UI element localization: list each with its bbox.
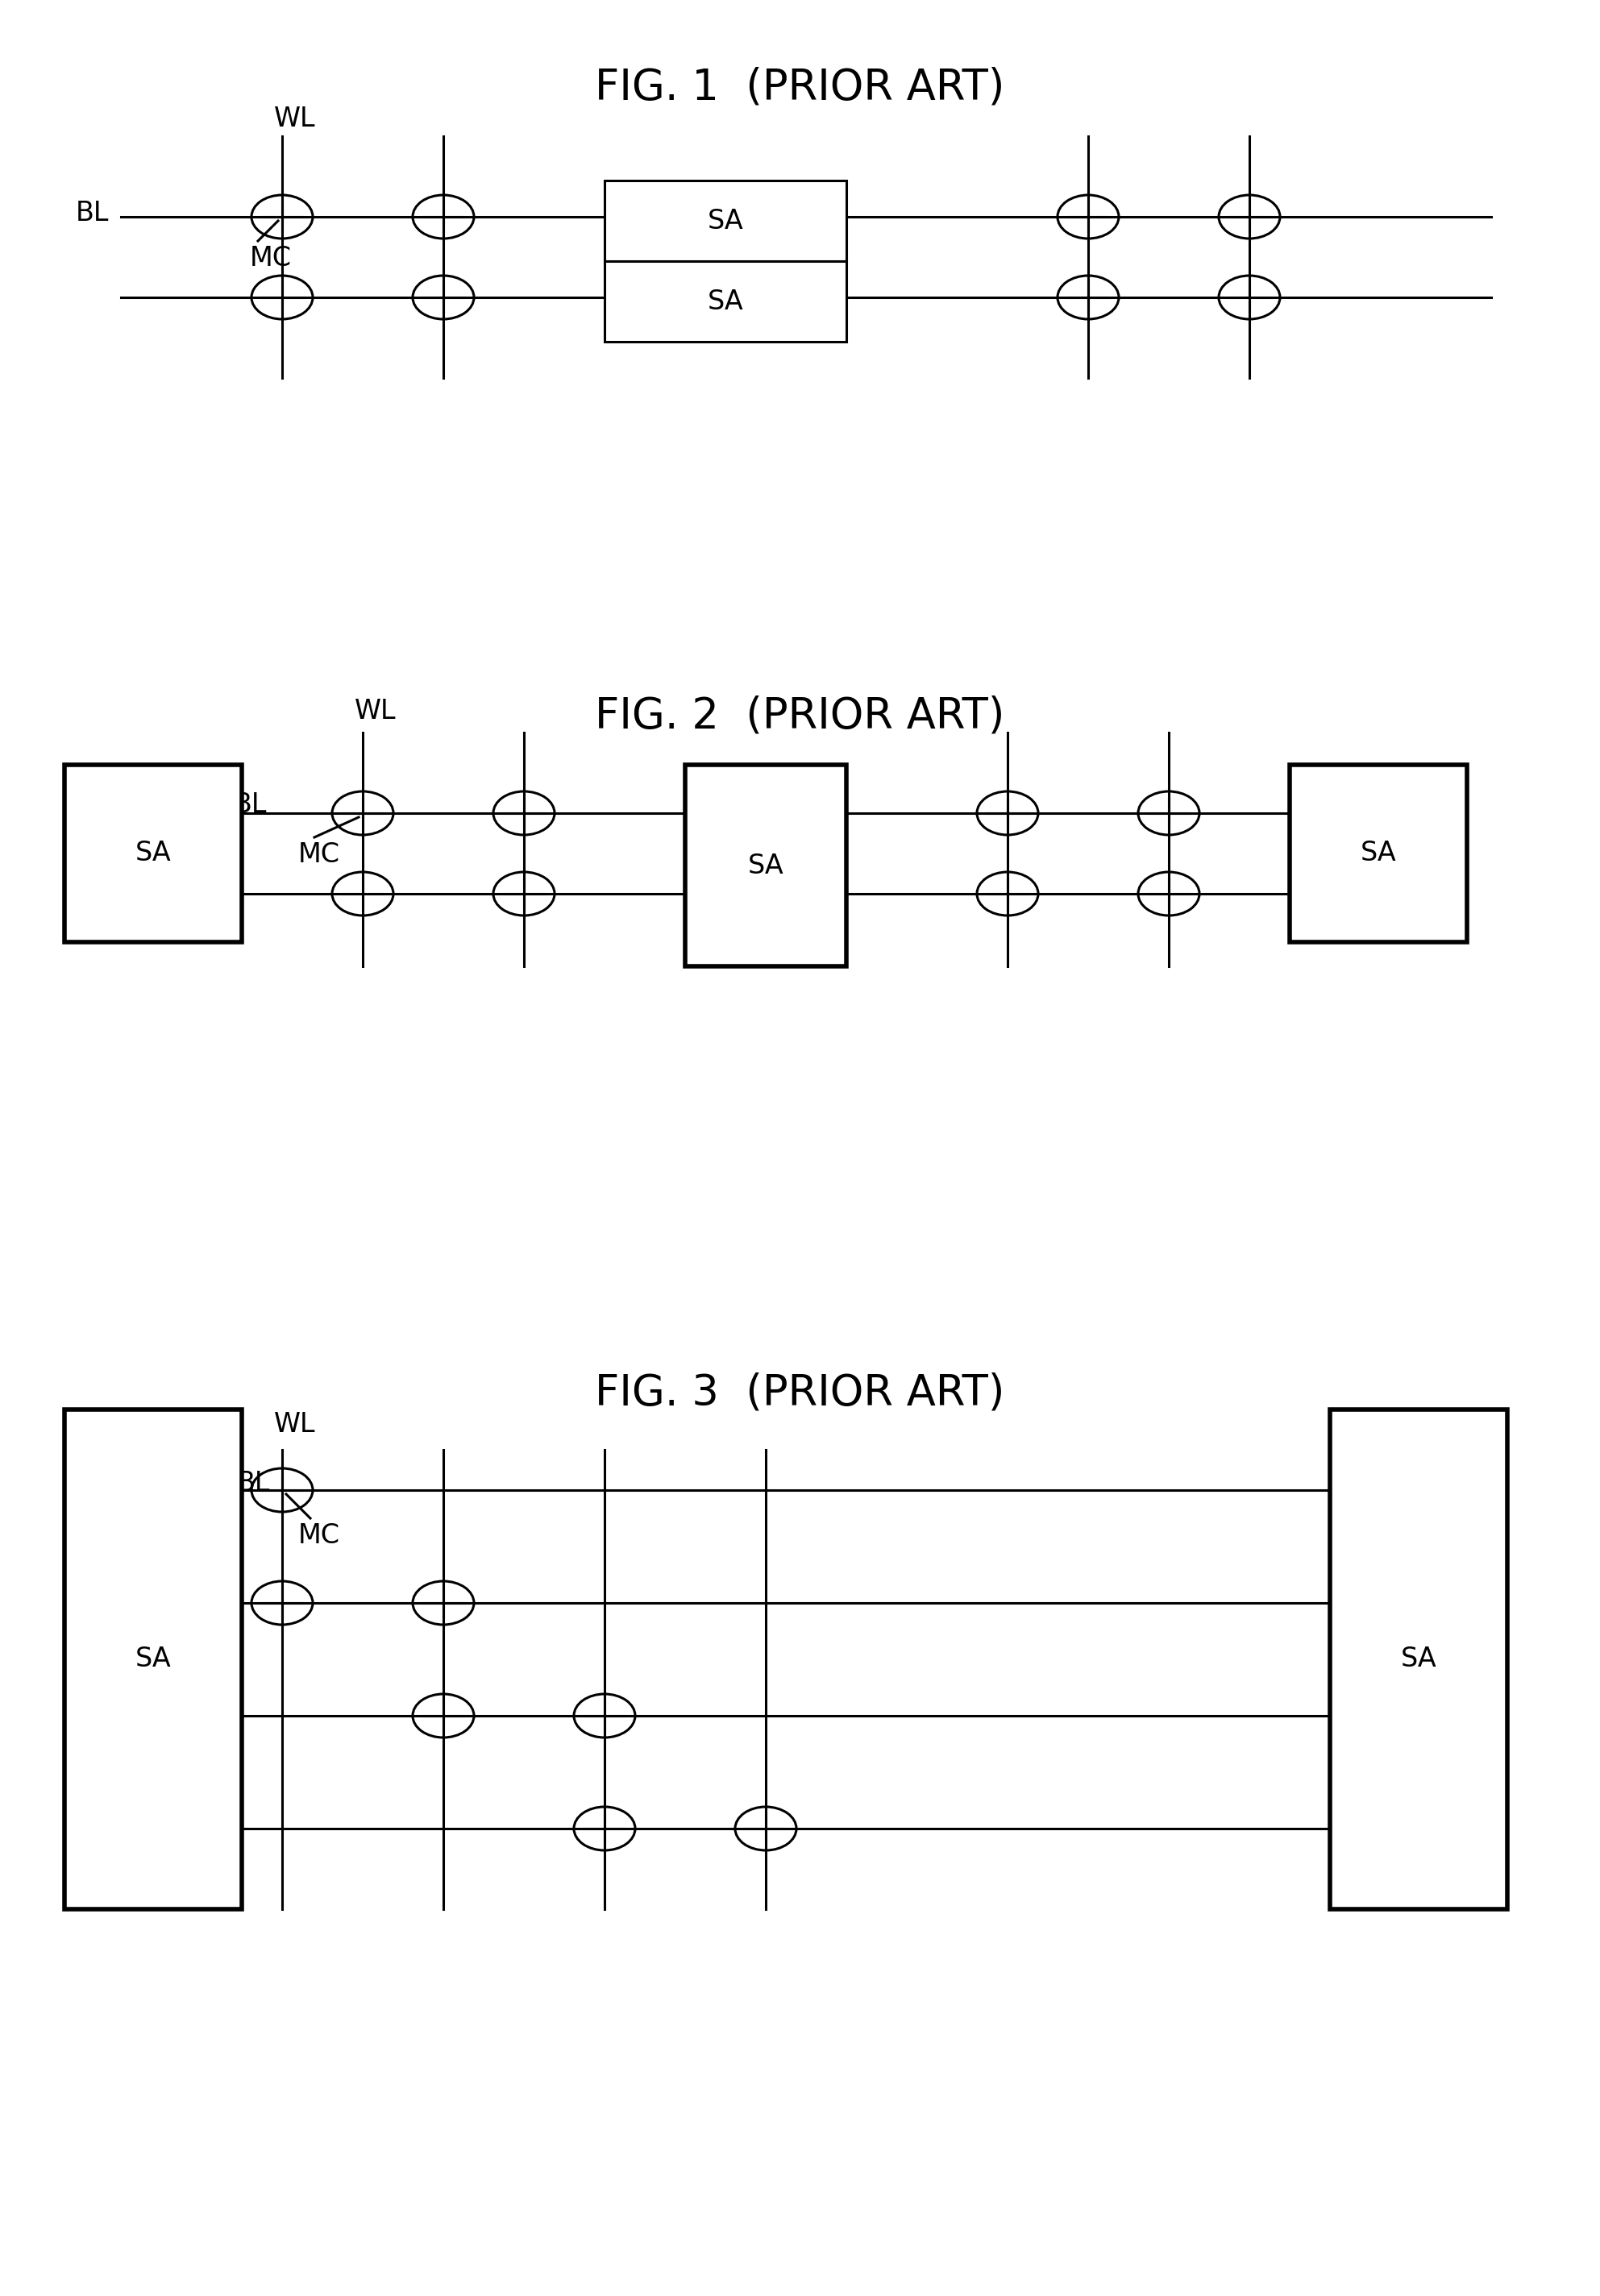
Bar (64, 765, 242, 941)
Text: FIG. 3  (PRIOR ART): FIG. 3 (PRIOR ART) (595, 1373, 1005, 1414)
Text: BL: BL (75, 200, 109, 225)
Text: WL: WL (355, 698, 397, 726)
Bar (1290, 765, 1467, 941)
Bar (605, 262, 846, 342)
Bar (64, 1410, 242, 1910)
Bar (1330, 1410, 1507, 1910)
Text: WL: WL (274, 106, 315, 133)
Text: MC: MC (298, 1522, 341, 1550)
Text: BL: BL (237, 1469, 270, 1497)
Text: SA: SA (1400, 1646, 1437, 1674)
Text: FIG. 2  (PRIOR ART): FIG. 2 (PRIOR ART) (595, 696, 1005, 737)
Bar (605, 181, 846, 262)
Text: SA: SA (134, 840, 171, 868)
Text: WL: WL (274, 1412, 315, 1437)
Text: BL: BL (234, 792, 267, 817)
Bar (685, 765, 846, 967)
Text: SA: SA (707, 287, 744, 315)
Text: FIG. 1  (PRIOR ART): FIG. 1 (PRIOR ART) (595, 67, 1005, 108)
Text: SA: SA (747, 852, 784, 879)
Text: MC: MC (298, 840, 341, 868)
Text: MC: MC (250, 246, 291, 271)
Text: SA: SA (134, 1646, 171, 1674)
Text: SA: SA (1360, 840, 1397, 868)
Text: SA: SA (707, 207, 744, 234)
